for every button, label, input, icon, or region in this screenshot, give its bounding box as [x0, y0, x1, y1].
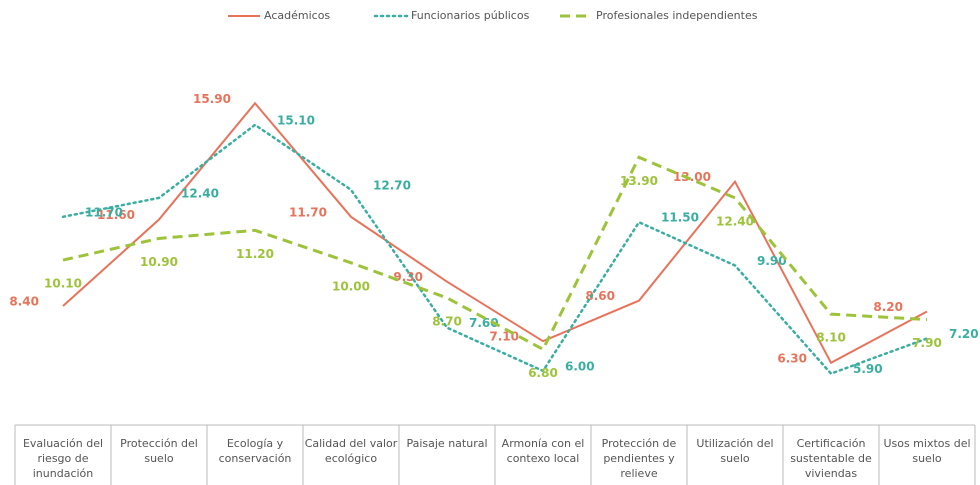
data-label: 11.70 — [85, 205, 123, 219]
data-label: 8.10 — [816, 331, 846, 345]
line — [62, 155, 928, 352]
x-tick-label: Ecología y conservación — [218, 437, 292, 465]
x-tick-label: Usos mixtos del suelo — [883, 437, 971, 465]
data-label: 8.70 — [432, 314, 462, 328]
data-label: 12.40 — [181, 186, 219, 200]
data-label: 11.60 — [97, 208, 135, 222]
x-tick-label: Utilización del suelo — [696, 437, 774, 465]
legend-label: Profesionales independientes — [596, 9, 758, 22]
data-label: 15.90 — [193, 92, 231, 106]
line — [61, 123, 929, 376]
data-label: 8.60 — [585, 289, 615, 303]
data-label: 7.60 — [469, 316, 499, 330]
data-label: 8.40 — [9, 295, 39, 309]
data-label: 11.20 — [236, 247, 274, 261]
x-tick-label: Calidad del valor ecológico — [304, 437, 398, 465]
data-label: 15.10 — [277, 113, 315, 127]
data-label: 6.30 — [777, 351, 807, 365]
x-tick-label: Protección del suelo — [120, 437, 198, 465]
data-label: 13.00 — [673, 170, 711, 184]
data-label: 9.90 — [757, 254, 787, 268]
data-label: 13.90 — [620, 174, 658, 188]
x-tick-label: Paisaje natural — [406, 437, 488, 450]
x-tick-label: Certificación sustentable de viviendas — [790, 437, 872, 480]
x-tick-label: Protección de pendientes y relieve — [601, 437, 677, 480]
legend-label: Académicos — [264, 9, 330, 22]
data-label: 6.80 — [528, 366, 558, 380]
data-label: 12.40 — [716, 214, 754, 228]
data-label: 10.90 — [140, 255, 178, 269]
data-label: 5.90 — [853, 362, 883, 376]
data-label: 7.20 — [949, 327, 979, 341]
data-label: 11.70 — [289, 205, 327, 219]
data-label: 10.00 — [332, 279, 370, 293]
data-label: 10.10 — [44, 277, 82, 291]
data-label: 12.70 — [373, 178, 411, 192]
data-label: 6.00 — [565, 359, 595, 373]
data-label: 11.50 — [661, 211, 699, 225]
x-tick-label: Armonía con el contexo local — [501, 437, 585, 465]
legend-label: Funcionarios públicos — [411, 9, 530, 22]
data-label: 8.20 — [873, 300, 903, 314]
data-label: 7.90 — [912, 336, 942, 350]
data-label: 7.10 — [489, 330, 519, 344]
x-tick-label: Evaluación del riesgo de inundación — [22, 437, 104, 480]
